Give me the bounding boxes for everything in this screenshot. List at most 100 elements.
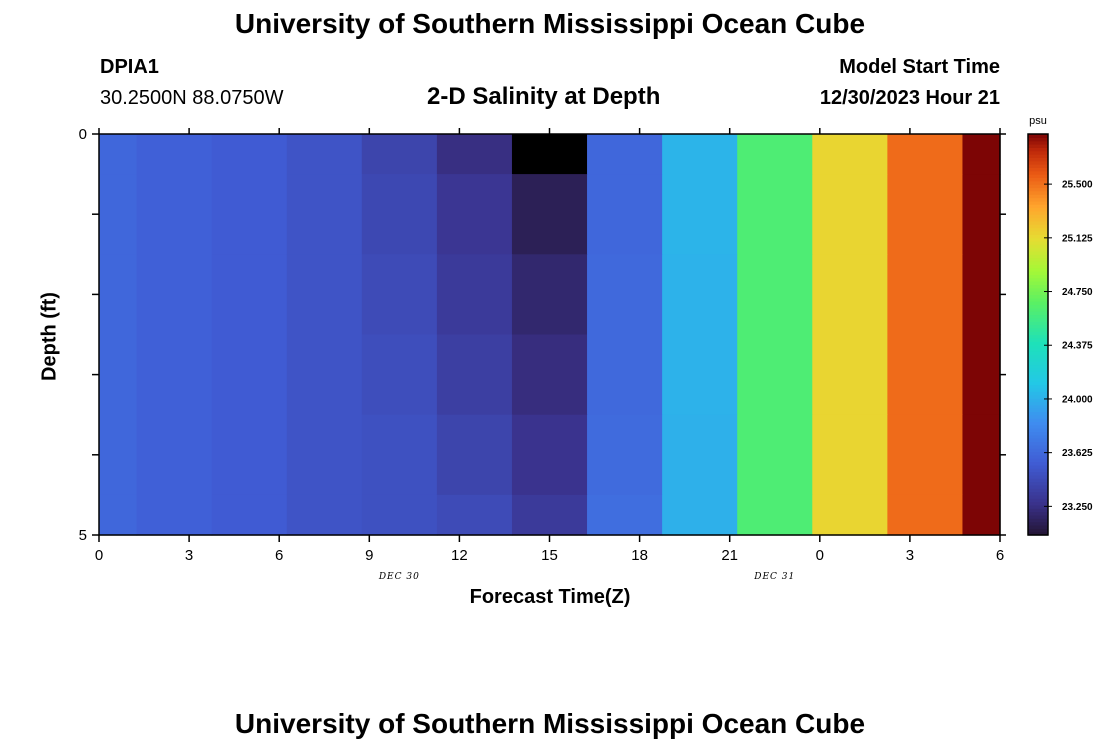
colorbar-segment [1028, 134, 1048, 138]
x-axis-label: Forecast Time(Z) [469, 586, 631, 608]
colorbar-segment [1028, 418, 1048, 422]
colorbar-segment [1028, 421, 1048, 426]
colorbar-segment [1028, 414, 1048, 419]
colorbar-segment [1028, 387, 1048, 392]
colorbar-segment [1028, 484, 1048, 489]
colorbar-segment [1028, 511, 1048, 516]
heatmap-cell [662, 254, 738, 336]
colorbar-segment [1028, 137, 1048, 142]
colorbar-segment [1028, 177, 1048, 182]
heatmap-cell [587, 334, 663, 416]
station-coordinates: 30.2500N 88.0750W [100, 87, 284, 109]
colorbar-segment [1028, 291, 1048, 295]
heatmap-cell [361, 414, 438, 496]
heatmap-cell [587, 134, 663, 175]
colorbar-segment [1028, 334, 1048, 339]
station-id: DPIA1 [100, 56, 159, 78]
colorbar-segment [1028, 217, 1048, 222]
heatmap-cell [511, 134, 588, 175]
heatmap-cell [436, 494, 513, 536]
colorbar-segment [1028, 408, 1048, 412]
colorbar-segment [1028, 190, 1048, 195]
x-date-label: DEC 30 [378, 572, 420, 582]
colorbar-segment [1028, 174, 1048, 179]
x-tick-label: 15 [541, 547, 558, 564]
heatmap-cell [361, 134, 438, 175]
plot-title: 2-D Salinity at Depth [427, 83, 661, 110]
heatmap-cell [136, 134, 213, 175]
heatmap-cell [136, 494, 213, 536]
x-tick-label: 18 [631, 547, 648, 564]
colorbar-segment [1028, 147, 1048, 152]
colorbar-frame [1027, 133, 1049, 536]
colorbar-segment [1028, 157, 1048, 162]
heatmap-cell [887, 414, 964, 496]
colorbar-segment [1028, 401, 1048, 406]
heatmap-cell [99, 134, 138, 175]
colorbar-segment [1028, 411, 1048, 416]
heatmap-cell [812, 494, 888, 536]
colorbar-segment [1028, 384, 1048, 389]
heatmap-cell [436, 414, 513, 496]
colorbar-segment [1028, 304, 1048, 309]
heatmap-cell [511, 334, 588, 416]
heatmap-cell [662, 494, 738, 536]
colorbar-segment [1028, 234, 1048, 239]
colorbar-segment [1028, 428, 1048, 433]
colorbar-segment [1028, 524, 1048, 529]
x-tick-label: 12 [451, 547, 468, 564]
heatmap-cell [286, 494, 363, 536]
colorbar-segment [1028, 287, 1048, 292]
heatmap-cell [887, 254, 964, 336]
heatmap-cell [286, 174, 363, 255]
colorbar-segment [1028, 381, 1048, 386]
footer-title: University of Southern Mississippi Ocean… [234, 708, 866, 739]
colorbar-segment [1028, 454, 1048, 459]
heatmap-cell [587, 494, 663, 536]
colorbar-segment [1028, 377, 1048, 382]
colorbar-segment [1028, 331, 1048, 336]
heatmap-cell [737, 174, 813, 255]
colorbar-segment [1028, 260, 1048, 265]
colorbar-segment [1028, 474, 1048, 479]
colorbar-segment [1028, 220, 1048, 225]
colorbar-segment [1028, 160, 1048, 165]
colorbar-segment [1028, 250, 1048, 255]
colorbar-segment [1028, 140, 1048, 145]
colorbar-segment [1028, 170, 1048, 175]
colorbar-segment [1028, 200, 1048, 205]
heatmap-cell [737, 134, 813, 175]
colorbar-segment [1028, 364, 1048, 369]
colorbar-segment [1028, 468, 1048, 473]
colorbar-label: 25.125 [1062, 233, 1093, 244]
heatmap-cell [587, 174, 663, 255]
colorbar-segment [1028, 367, 1048, 372]
heatmap-cell [436, 334, 513, 416]
heatmap-cell [136, 334, 213, 416]
heatmap-cell [361, 254, 438, 336]
colorbar-segment [1028, 244, 1048, 249]
colorbar-segment [1028, 257, 1048, 262]
heatmap-cell [511, 494, 588, 536]
colorbar-label: 23.625 [1062, 448, 1093, 459]
x-tick-label: 0 [95, 547, 103, 564]
x-tick-label: 21 [721, 547, 738, 564]
colorbar-segment [1028, 444, 1048, 449]
colorbar-segment [1028, 164, 1048, 169]
heatmap-cell [812, 254, 888, 336]
heatmap-cell [286, 254, 363, 336]
colorbar-segment [1028, 247, 1048, 252]
y-tick-label: 5 [79, 527, 87, 544]
colorbar-segment [1028, 267, 1048, 272]
heatmap-cell [211, 254, 288, 336]
colorbar-segment [1028, 521, 1048, 526]
colorbar-segment [1028, 494, 1048, 499]
colorbar-segment [1028, 394, 1048, 399]
colorbar-segment [1028, 528, 1048, 533]
x-tick-label: 6 [996, 547, 1004, 564]
heatmap-cell [662, 414, 738, 496]
colorbar-segment [1028, 154, 1048, 158]
heatmap-cell [962, 254, 1001, 336]
colorbar-segment [1028, 531, 1048, 536]
model-start-value: 12/30/2023 Hour 21 [819, 87, 1000, 109]
